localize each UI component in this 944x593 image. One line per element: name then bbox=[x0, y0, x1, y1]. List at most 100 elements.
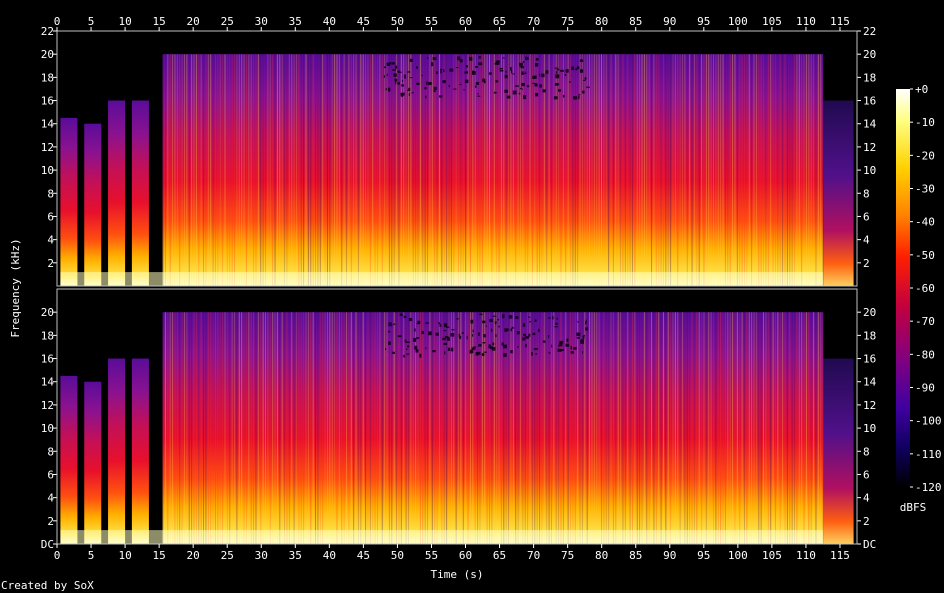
gap-speck bbox=[556, 317, 558, 320]
streak bbox=[691, 54, 693, 286]
streak bbox=[810, 54, 812, 286]
streak bbox=[217, 54, 219, 286]
streak bbox=[579, 312, 581, 544]
gap-speck bbox=[406, 348, 408, 351]
streak bbox=[365, 54, 367, 286]
energy-segment bbox=[60, 375, 78, 544]
high-frequency-gaps bbox=[385, 313, 589, 358]
streak bbox=[529, 54, 531, 286]
streak bbox=[615, 312, 617, 544]
gap-speck bbox=[520, 66, 524, 69]
x-tick-label: 60 bbox=[459, 15, 472, 28]
x-tick-label: 5 bbox=[88, 549, 95, 562]
streak bbox=[503, 312, 505, 544]
gap-speck bbox=[539, 84, 542, 88]
streak bbox=[326, 312, 328, 544]
gap-speck bbox=[532, 332, 536, 336]
streak bbox=[455, 54, 457, 286]
streak bbox=[453, 312, 455, 544]
streak bbox=[403, 312, 405, 544]
streak bbox=[774, 312, 776, 544]
gap-speck bbox=[463, 88, 465, 91]
streak bbox=[522, 312, 524, 544]
streak bbox=[396, 312, 398, 544]
streak bbox=[527, 312, 529, 544]
streak bbox=[524, 54, 526, 286]
streak bbox=[596, 54, 598, 286]
streak bbox=[388, 54, 390, 286]
streak bbox=[801, 312, 803, 544]
gap-speck bbox=[576, 332, 581, 337]
energy-segment bbox=[84, 381, 102, 544]
streak bbox=[577, 312, 579, 544]
streak bbox=[534, 54, 536, 286]
colorbar-tick-label: -120 bbox=[915, 481, 942, 494]
streak bbox=[751, 54, 753, 286]
streak bbox=[720, 54, 722, 286]
streak bbox=[651, 54, 653, 286]
streak bbox=[624, 54, 626, 286]
gap-speck bbox=[404, 339, 407, 343]
streak bbox=[615, 54, 617, 286]
x-tick-label: 95 bbox=[697, 549, 710, 562]
colorbar-tick-label: -90 bbox=[915, 382, 935, 395]
streak bbox=[515, 54, 517, 286]
gap-speck bbox=[533, 75, 537, 79]
streak bbox=[720, 312, 722, 544]
streak bbox=[231, 312, 233, 544]
gap-speck bbox=[397, 70, 400, 72]
streak bbox=[226, 312, 228, 544]
gap-speck bbox=[551, 344, 553, 348]
gap-speck bbox=[525, 71, 527, 74]
energy-segment bbox=[131, 100, 149, 286]
streak bbox=[660, 312, 662, 544]
gap-speck bbox=[386, 62, 391, 66]
streak bbox=[610, 54, 612, 286]
gap-speck bbox=[522, 337, 526, 341]
gap-speck bbox=[482, 320, 486, 324]
streak bbox=[658, 54, 660, 286]
gap-speck bbox=[433, 90, 436, 93]
gap-speck bbox=[425, 347, 427, 350]
gap-speck bbox=[416, 323, 420, 325]
gap-speck bbox=[482, 342, 486, 344]
streak bbox=[782, 54, 784, 286]
x-tick-label: 95 bbox=[697, 15, 710, 28]
streak bbox=[601, 54, 602, 286]
streak bbox=[715, 54, 717, 286]
gap-speck bbox=[542, 89, 546, 93]
streak bbox=[670, 312, 672, 544]
energy-segment bbox=[108, 100, 126, 286]
gap-speck bbox=[499, 70, 504, 72]
gap-speck bbox=[421, 74, 423, 77]
gap-speck bbox=[579, 69, 584, 73]
streak bbox=[355, 54, 357, 286]
streak bbox=[317, 312, 319, 544]
streak bbox=[219, 54, 221, 286]
streak bbox=[682, 54, 684, 286]
streak bbox=[481, 312, 483, 544]
streak bbox=[739, 54, 741, 286]
streak bbox=[593, 312, 595, 544]
y-tick-label: 20 bbox=[41, 306, 54, 319]
streak bbox=[710, 54, 712, 286]
gap-speck bbox=[443, 342, 448, 345]
gap-speck bbox=[459, 335, 462, 340]
streak bbox=[312, 312, 314, 544]
streak bbox=[531, 54, 533, 286]
gap-speck bbox=[478, 55, 481, 59]
y-tick-label: 6 bbox=[863, 468, 870, 481]
streak bbox=[450, 54, 452, 286]
streak bbox=[236, 54, 238, 286]
streak bbox=[584, 312, 586, 544]
gap-speck bbox=[529, 321, 532, 323]
streak bbox=[605, 54, 607, 286]
streak bbox=[484, 54, 486, 286]
x-tick-label: 100 bbox=[728, 15, 748, 28]
streak bbox=[188, 54, 190, 286]
streak bbox=[684, 54, 686, 286]
gap-speck bbox=[522, 72, 527, 75]
streak bbox=[281, 312, 283, 544]
streak bbox=[448, 312, 450, 544]
